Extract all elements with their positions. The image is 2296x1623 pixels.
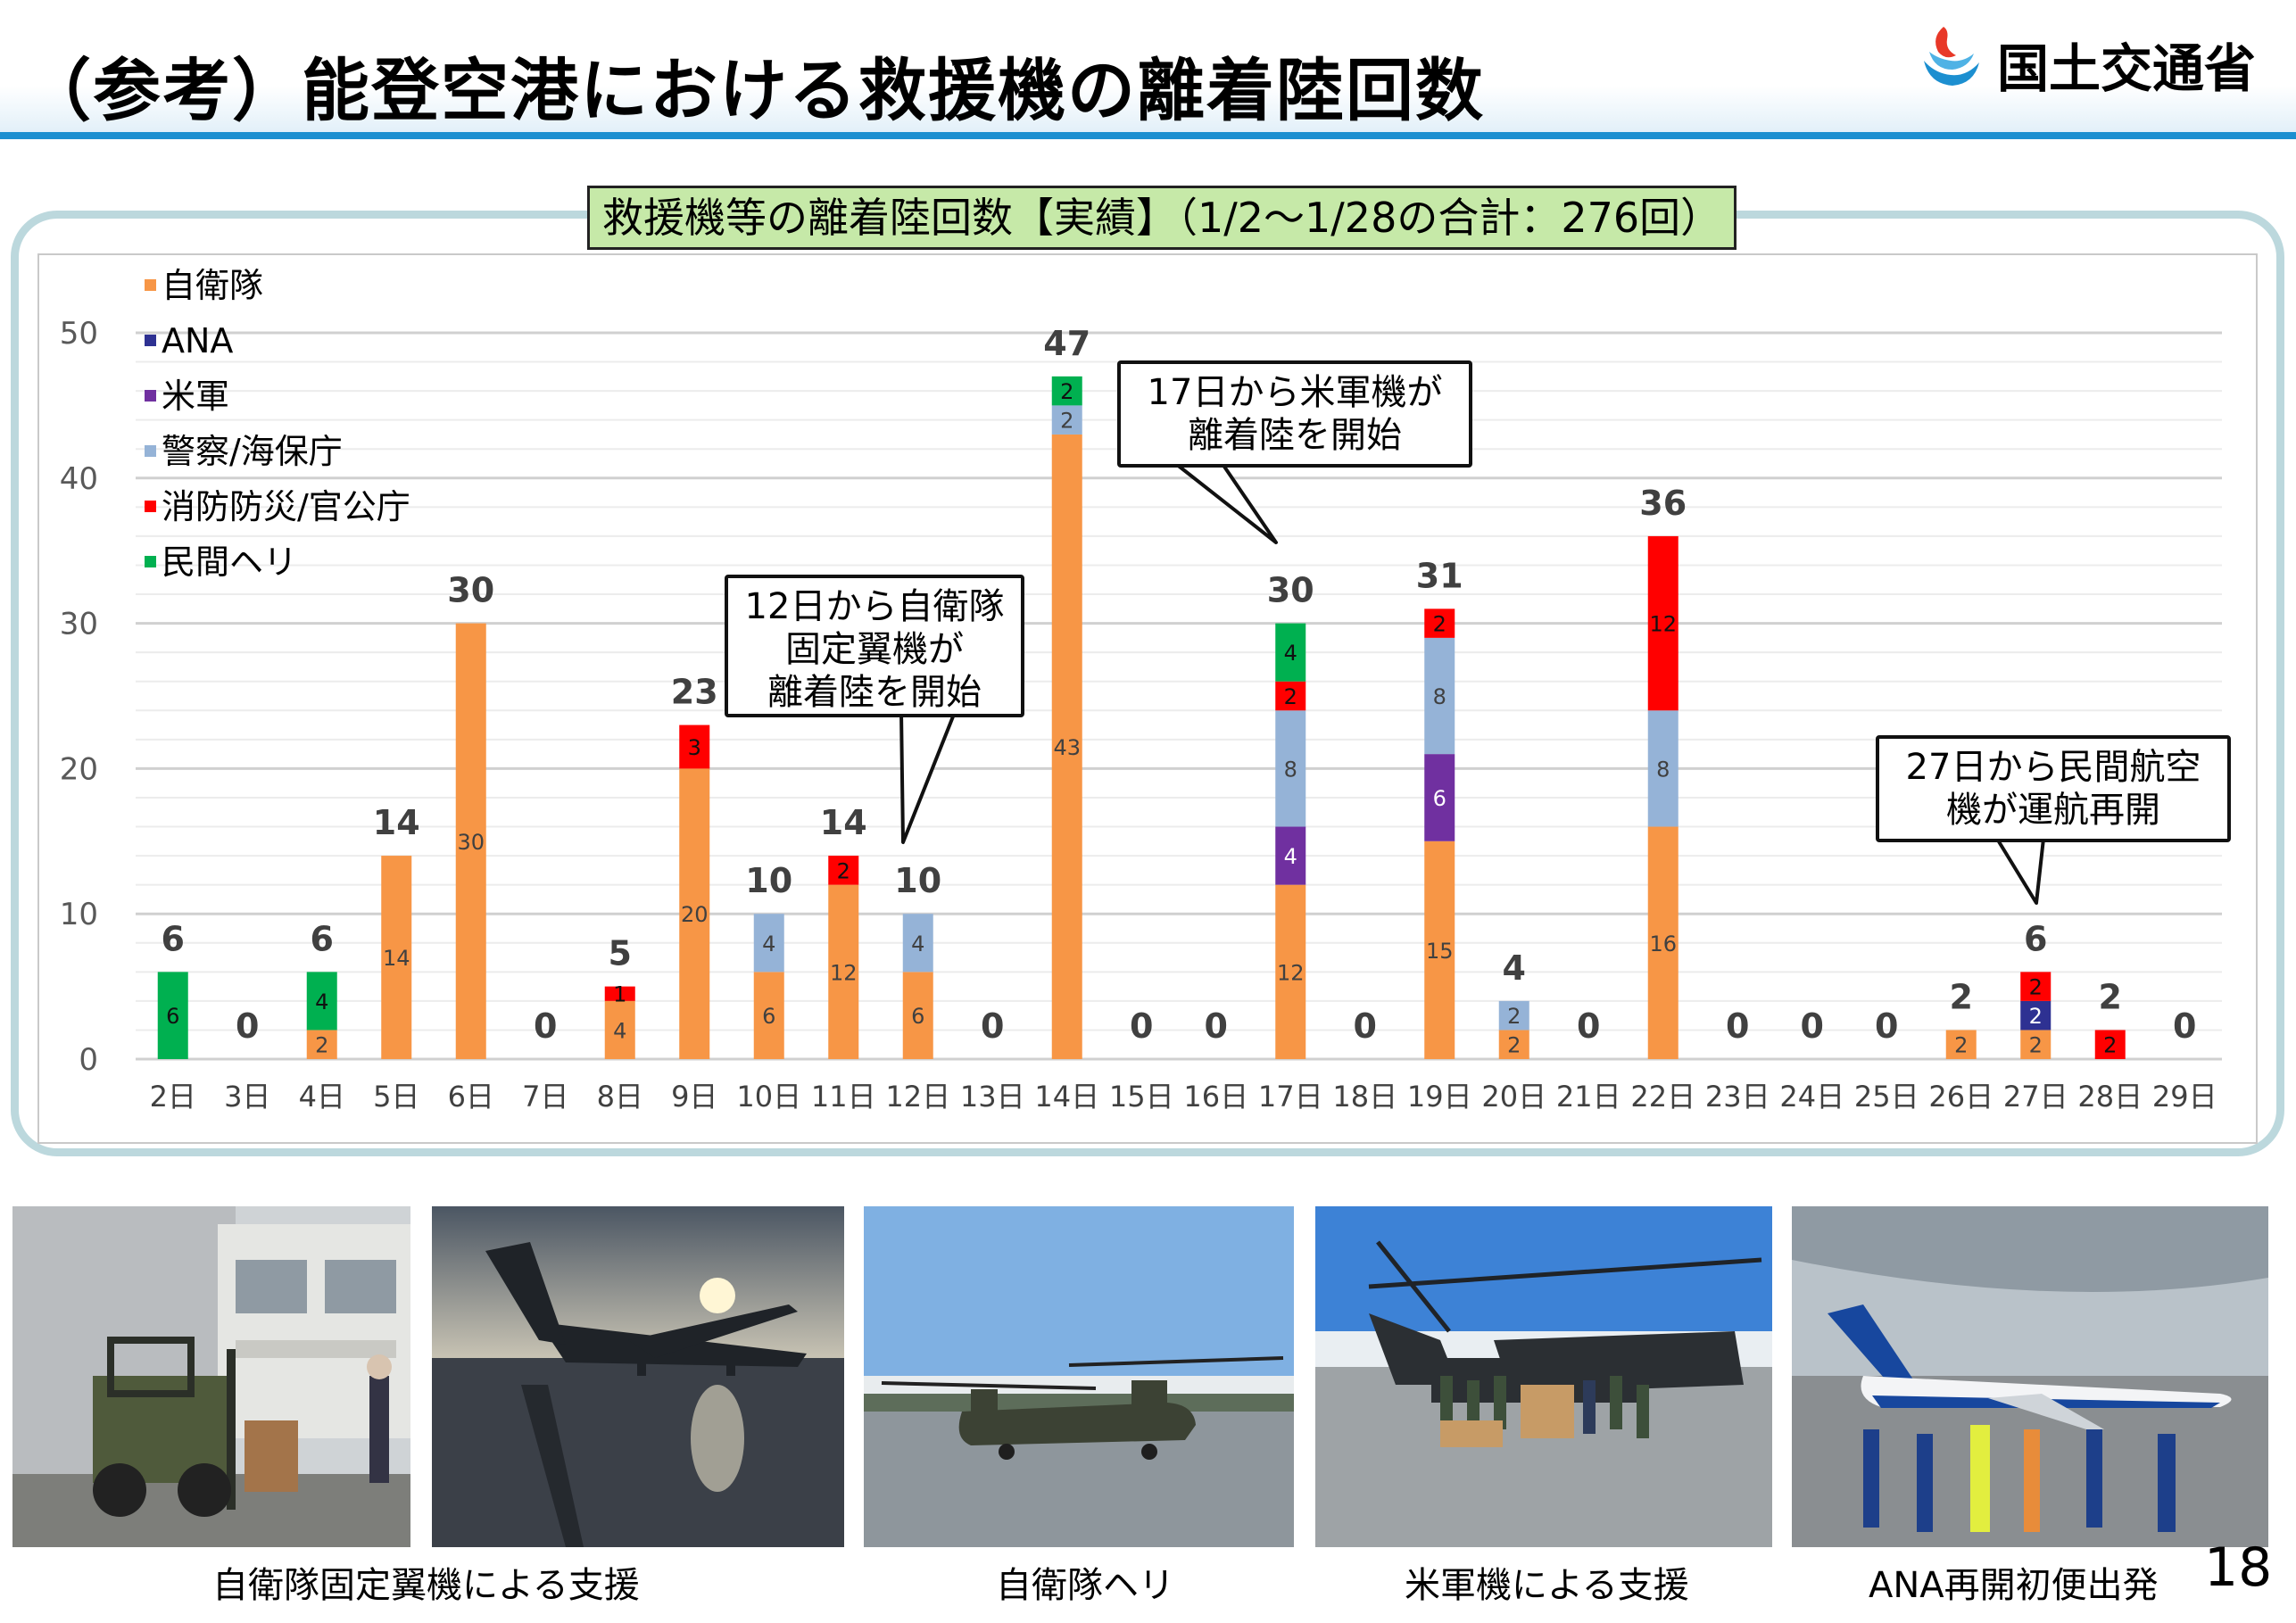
legend-item-jsdf: 自衛隊 [145,262,263,309]
callout-line: 17日から米軍機が [1147,372,1443,413]
photo-jsdf-transport-plane [432,1206,844,1547]
legend-swatch [145,556,156,567]
photo-caption: 自衛隊固定翼機による支援 [212,1565,640,1606]
photo-jsdf-helicopter [864,1206,1294,1547]
title-underline [0,132,2296,139]
callout-civil-aviation: 27日から民間航空 機が運航再開 [1876,735,2231,842]
legend-label: 米軍 [162,377,230,416]
page-title: （参考）能登空港における救援機の離着陸回数 [23,51,1485,130]
legend-item-private: 民間ヘリ [145,539,297,585]
legend-item-ana: ANA [145,318,233,364]
photo-jsdf-fixed-wing-support [12,1206,410,1547]
callout-jsdf-fixed-wing: 12日から自衛隊 固定翼機が 離着陸を開始 [725,575,1024,717]
transport-plane-image [432,1206,844,1547]
mlit-emblem-icon [1920,25,1981,86]
callout-us-military: 17日から米軍機が 離着陸を開始 [1117,360,1472,468]
callout-line: 離着陸を開始 [767,672,982,713]
legend-swatch [145,279,156,291]
photo-caption: 米軍機による支援 [1405,1565,1689,1606]
photo-ana-first-flight [1792,1206,2268,1547]
photo-caption: ANA再開初便出発 [1869,1565,2159,1606]
title-band [0,86,2296,137]
mlit-logo-text: 国土交通省 [1997,38,2257,99]
legend-item-police: 警察/海保庁 [145,428,343,475]
photo-caption: 自衛隊ヘリ [996,1565,1174,1606]
ana-plane-image [1792,1206,2268,1547]
forklift-scene-image [12,1206,410,1547]
legend-item-fire: 消防防災/官公庁 [145,484,410,530]
legend-label: 消防防災/官公庁 [162,487,410,526]
callout-line: 機が運航再開 [1946,790,2160,831]
chart-heading: 救援機等の離着陸回数【実績】（1/2～1/28の合計：276回） [587,186,1737,250]
helicopter-image [864,1206,1294,1547]
legend-swatch [145,445,156,457]
callout-line: 12日から自衛隊 [744,586,1005,627]
page-number: 18 [2204,1536,2273,1599]
callout-line: 27日から民間航空 [1905,747,2201,788]
legend-label: 民間ヘリ [162,542,298,582]
legend-label: 警察/海保庁 [162,432,343,471]
legend-swatch [145,335,156,346]
legend-swatch [145,390,156,402]
us-helicopter-image [1315,1206,1772,1547]
callout-line: 離着陸を開始 [1188,415,1402,456]
legend-item-us: 米軍 [145,373,229,419]
callout-line: 固定翼機が [785,629,964,670]
legend-label: 自衛隊 [162,266,264,305]
mlit-logo: 国土交通省 [1917,21,2283,99]
legend-swatch [145,501,156,512]
legend-label: ANA [162,321,234,360]
photo-us-military-support [1315,1206,1772,1547]
